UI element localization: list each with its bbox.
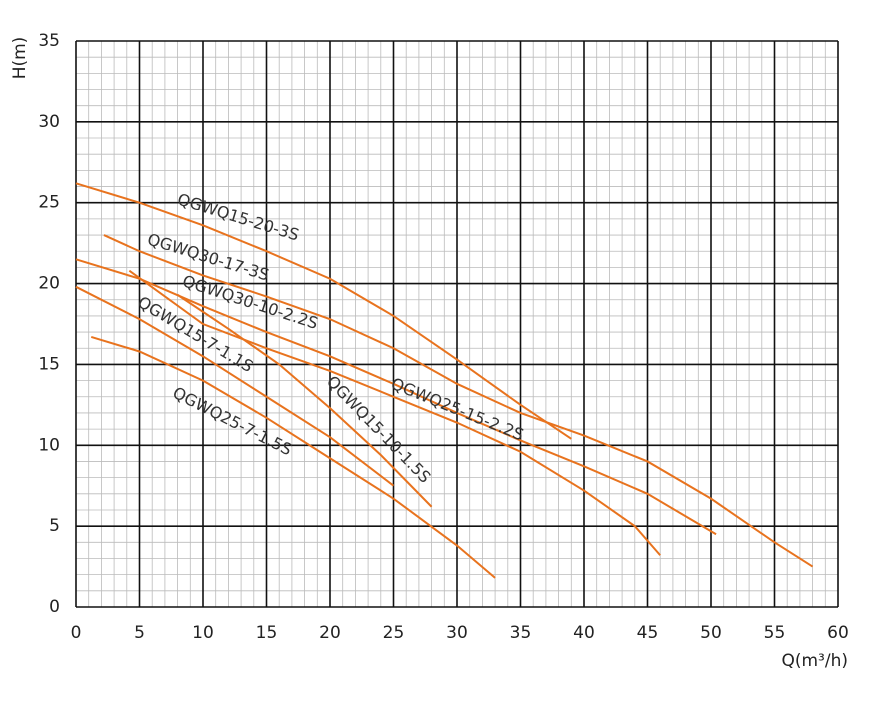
curve	[177, 294, 433, 508]
y-tick-label: 35	[38, 31, 60, 51]
y-tick-label: 0	[49, 597, 60, 617]
x-tick-label: 30	[446, 623, 468, 643]
x-axis-label: Q(m³/h)	[781, 651, 848, 671]
x-tick-label: 25	[383, 623, 405, 643]
curve-label: QGWQ15-20-3S	[175, 190, 301, 245]
y-tick-label: 25	[38, 193, 60, 213]
y-tick-label: 30	[38, 112, 60, 132]
curve-label: QGWQ25-7-1.5S	[170, 383, 295, 459]
x-tick-label: 60	[827, 623, 849, 643]
y-tick-label: 5	[49, 516, 60, 536]
x-tick-label: 15	[256, 623, 278, 643]
curve	[128, 269, 661, 556]
x-tick-label: 50	[700, 623, 722, 643]
x-tick-label: 40	[573, 623, 595, 643]
x-tick-label: 45	[637, 623, 659, 643]
y-axis-label: H(m)	[10, 37, 30, 80]
curve	[90, 335, 496, 579]
curve	[75, 285, 395, 487]
x-tick-label: 35	[510, 623, 532, 643]
x-tick-label: 0	[71, 623, 82, 643]
x-tick-label: 5	[134, 623, 145, 643]
y-tick-label: 10	[38, 435, 60, 455]
y-tick-label: 15	[38, 354, 60, 374]
x-tick-label: 20	[319, 623, 341, 643]
curve	[75, 182, 572, 440]
curve	[103, 234, 814, 568]
x-tick-label: 10	[192, 623, 214, 643]
x-tick-label: 55	[764, 623, 786, 643]
y-tick-label: 20	[38, 274, 60, 294]
